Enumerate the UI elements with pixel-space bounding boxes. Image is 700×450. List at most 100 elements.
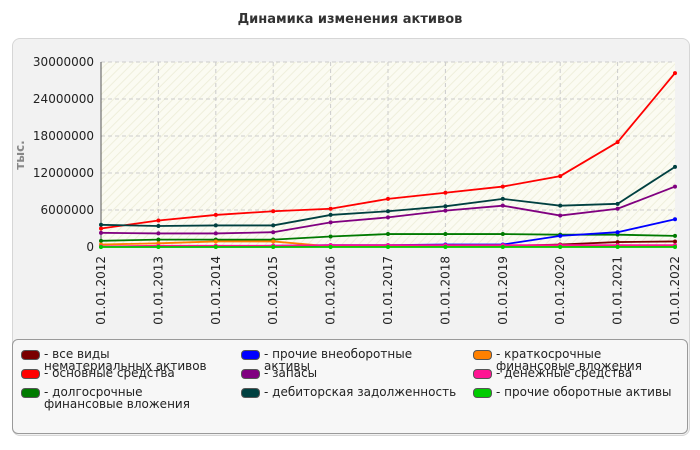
data-point xyxy=(328,245,333,249)
legend-item[interactable]: - дебиторская задолженность xyxy=(241,386,461,398)
data-point xyxy=(386,232,390,237)
data-point xyxy=(615,201,620,206)
data-point xyxy=(673,239,677,244)
data-point xyxy=(386,245,390,249)
legend-item[interactable]: - прочие оборотные активы xyxy=(473,386,678,398)
legend-swatch xyxy=(21,388,40,398)
data-point xyxy=(156,237,161,242)
y-axis-label: тыс. xyxy=(13,140,27,169)
data-point xyxy=(328,212,333,217)
data-point xyxy=(443,232,448,237)
data-point xyxy=(328,206,333,211)
legend-label: - долгосрочные финансовые вложения xyxy=(44,385,190,411)
data-point xyxy=(615,206,620,211)
legend-label: - запасы xyxy=(264,366,318,380)
data-point xyxy=(156,224,161,229)
data-point xyxy=(213,212,218,217)
data-point xyxy=(673,245,677,249)
data-point xyxy=(443,208,448,213)
legend-item[interactable]: - краткосрочные финансовые вложения xyxy=(473,348,678,372)
data-point xyxy=(500,232,505,237)
legend-label: - прочие оборотные активы xyxy=(496,385,672,399)
data-point xyxy=(500,196,505,201)
data-point xyxy=(99,245,103,249)
data-point xyxy=(558,203,563,208)
x-tick-labels: 01.01.2012 01.01.2013 01.01.2014 01.01.2015… xyxy=(94,256,682,325)
data-point xyxy=(156,231,161,236)
line-chart: 30000000 24000000 18000000 12000000 6000000 0… xyxy=(13,55,682,325)
data-point xyxy=(99,226,103,231)
data-point xyxy=(615,240,620,245)
data-point xyxy=(271,223,276,228)
legend-label: - дебиторская задолженность xyxy=(264,385,457,399)
series-8 xyxy=(99,245,677,249)
data-point xyxy=(271,230,276,235)
series-5 xyxy=(99,164,677,229)
data-point xyxy=(615,230,620,235)
data-point xyxy=(99,238,103,243)
data-point xyxy=(673,164,677,169)
series-4 xyxy=(99,184,677,236)
data-point xyxy=(99,230,103,235)
data-point xyxy=(213,223,218,228)
legend-label: - краткосрочные финансовые вложения xyxy=(496,347,642,373)
legend-item[interactable]: - все виды нематериальных активов xyxy=(21,348,221,372)
x-tick-label: 01.01.2014 xyxy=(209,256,223,325)
chart-title: Динамика изменения активов xyxy=(237,12,463,27)
data-point xyxy=(615,245,620,249)
legend-swatch xyxy=(241,350,260,360)
legend-swatch xyxy=(241,369,260,379)
x-tick-label: 01.01.2017 xyxy=(381,256,395,325)
data-point xyxy=(328,220,333,225)
data-point xyxy=(443,245,448,249)
x-tick-label: 01.01.2020 xyxy=(553,256,567,325)
legend-label: - все виды нематериальных активов xyxy=(44,347,207,373)
x-tick-label: 01.01.2013 xyxy=(151,256,165,325)
legend-item[interactable]: - основные средства xyxy=(21,367,221,379)
data-point xyxy=(558,213,563,218)
x-tick-label: 01.01.2022 xyxy=(668,256,682,325)
legend-swatch xyxy=(21,350,40,360)
y-tick-label: 30000000 xyxy=(33,55,94,69)
y-tick-label: 12000000 xyxy=(33,166,94,180)
data-point xyxy=(615,140,620,145)
legend-item[interactable]: - денежные средства xyxy=(473,367,678,379)
data-point xyxy=(156,218,161,223)
data-point xyxy=(328,234,333,239)
x-tick-label: 01.01.2015 xyxy=(266,256,280,325)
data-point xyxy=(99,222,103,227)
data-point xyxy=(443,204,448,209)
x-tick-label: 01.01.2021 xyxy=(611,256,625,325)
legend-item[interactable]: - долгосрочные финансовые вложения xyxy=(21,386,221,410)
legend-swatch xyxy=(241,388,260,398)
data-point xyxy=(271,245,276,249)
data-point xyxy=(271,209,276,214)
y-tick-label: 18000000 xyxy=(33,129,94,143)
data-point xyxy=(386,196,390,201)
x-tick-label: 01.01.2016 xyxy=(324,256,338,325)
legend-item[interactable]: - запасы xyxy=(241,367,461,379)
data-point xyxy=(213,239,218,244)
data-point xyxy=(386,209,390,214)
y-tick-labels: 30000000 24000000 18000000 12000000 6000000 0 xyxy=(33,55,94,254)
legend-label: - денежные средства xyxy=(496,366,633,380)
y-tick-label: 24000000 xyxy=(33,92,94,106)
legend-swatch xyxy=(473,350,492,360)
legend: - все виды нематериальных активов - прочи… xyxy=(12,339,688,434)
data-point xyxy=(500,203,505,208)
data-point xyxy=(558,174,563,179)
data-point xyxy=(673,217,677,222)
series-lines xyxy=(99,71,677,249)
data-point xyxy=(386,215,390,220)
data-point xyxy=(213,245,218,249)
data-point xyxy=(673,71,677,76)
data-point xyxy=(213,231,218,236)
data-point xyxy=(156,245,161,249)
data-point xyxy=(673,233,677,238)
legend-swatch xyxy=(473,388,492,398)
legend-label: - основные средства xyxy=(44,366,175,380)
data-point xyxy=(271,239,276,244)
legend-item[interactable]: - прочие внеоборотные активы xyxy=(241,348,461,372)
y-tick-label: 6000000 xyxy=(41,203,94,217)
data-point xyxy=(500,184,505,189)
